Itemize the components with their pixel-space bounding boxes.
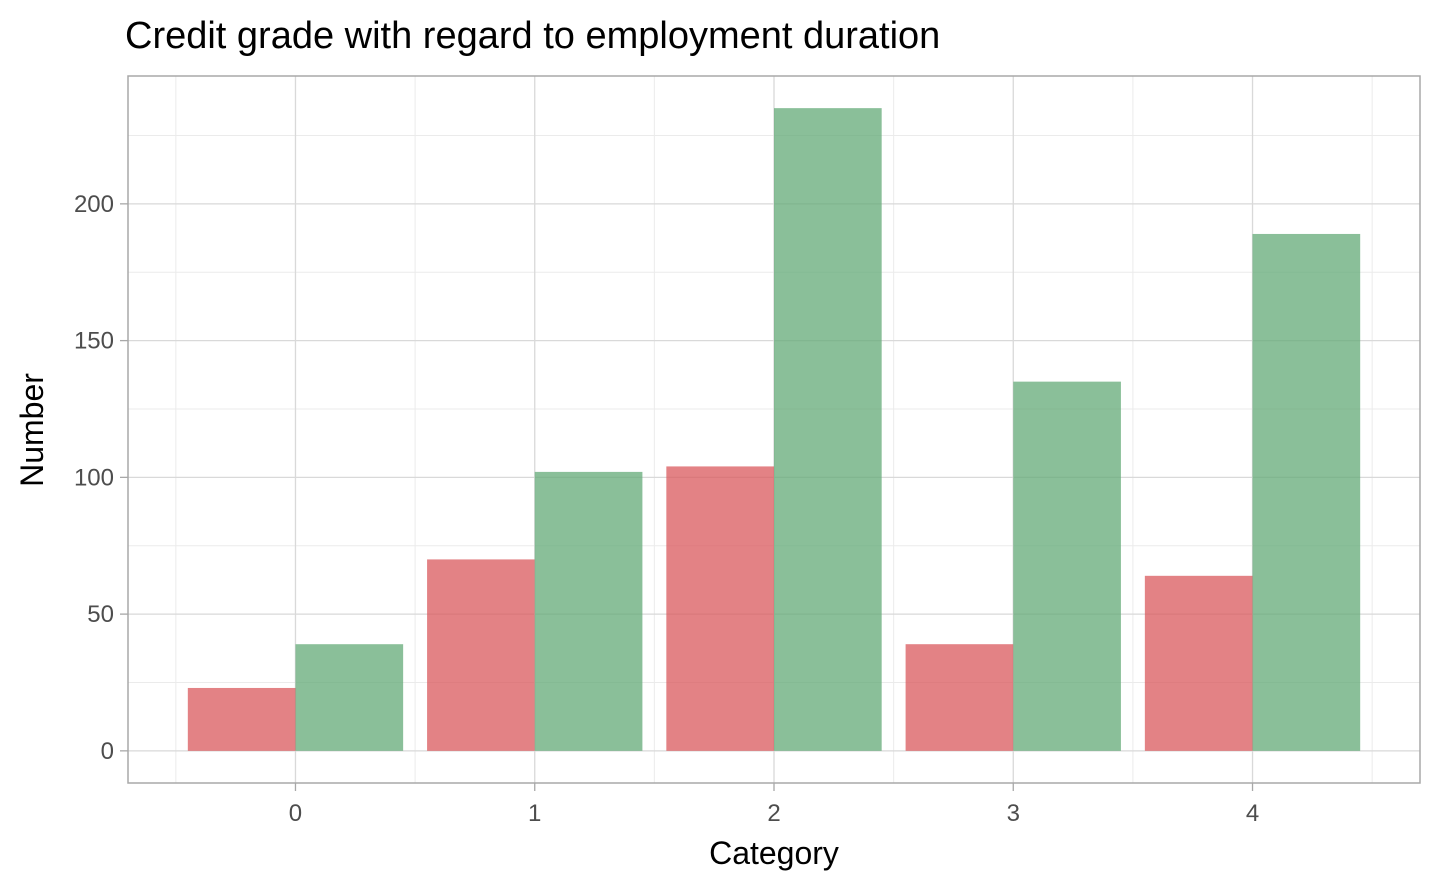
- y-tick-label: 0: [101, 738, 114, 765]
- x-tick-label: 2: [767, 800, 780, 827]
- bar-series1-1: [427, 559, 535, 751]
- chart-title: Credit grade with regard to employment d…: [125, 15, 940, 57]
- bar-series1-4: [1144, 575, 1253, 751]
- y-tick-label: 150: [74, 328, 114, 355]
- bar-series2-2: [774, 108, 882, 751]
- y-tick-label: 200: [74, 191, 114, 218]
- x-tick-label: 4: [1246, 800, 1259, 827]
- x-tick-label: 0: [289, 800, 302, 827]
- y-axis-ticks: 0 50 100 150 200: [74, 191, 128, 765]
- bar-series2-3: [1013, 381, 1121, 751]
- y-tick-label: 50: [87, 601, 114, 628]
- y-tick-label: 100: [74, 464, 114, 491]
- bars: [187, 108, 1361, 751]
- bar-series1-3: [905, 644, 1014, 751]
- bar-series2-4: [1252, 233, 1361, 751]
- bar-series2-0: [295, 644, 404, 751]
- x-axis-title: Category: [709, 835, 839, 871]
- bar-series1-2: [666, 466, 774, 751]
- bar-series2-1: [534, 471, 643, 751]
- x-tick-label: 1: [528, 800, 541, 827]
- y-axis-title: Number: [14, 373, 50, 487]
- bar-series1-0: [187, 687, 296, 751]
- x-tick-label: 3: [1007, 800, 1020, 827]
- x-axis-ticks: 0 1 2 3 4: [289, 783, 1259, 827]
